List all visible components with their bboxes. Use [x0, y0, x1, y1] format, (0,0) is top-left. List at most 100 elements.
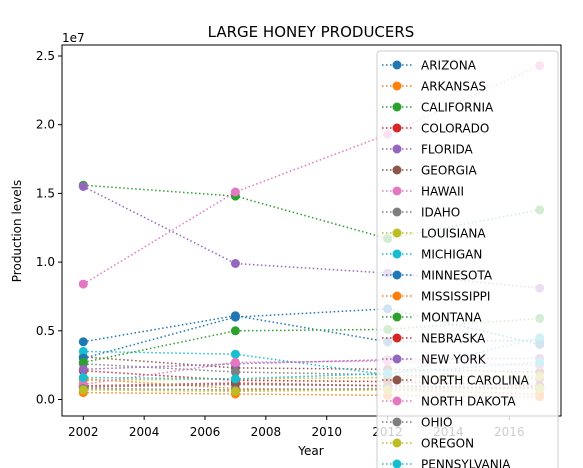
data-point: [230, 357, 240, 367]
y-tick-label: 1.5: [36, 186, 55, 200]
legend-entry: HAWAII: [382, 185, 464, 199]
y-axis-offset-label: 1e7: [62, 31, 85, 45]
legend: ARIZONA ARKANSAS CALIFORNIA COLORADO FLORIDA…: [376, 50, 559, 468]
legend-label: ARKANSAS: [421, 80, 486, 94]
data-point: [78, 279, 88, 289]
data-point: [78, 357, 88, 367]
legend-entry: PENNSYLVANIA: [382, 458, 511, 468]
plot-frame: [61, 44, 562, 417]
legend-entry: MICHIGAN: [382, 248, 482, 262]
legend-entry: GEORGIA: [382, 164, 478, 178]
series-line: [83, 336, 540, 376]
legend-marker: [392, 354, 402, 364]
legend-entry: COLORADO: [382, 122, 489, 136]
data-point: [230, 386, 240, 396]
data-point: [230, 187, 240, 197]
legend-label: MISSISSIPPI: [421, 290, 490, 304]
y-tick-label: 2.5: [36, 49, 55, 63]
y-tick-label: 2.0: [36, 118, 55, 132]
data-point: [78, 182, 88, 191]
legend-label: OHIO: [421, 416, 452, 430]
legend-entry: OHIO: [382, 416, 452, 430]
y-tick-label: 0.0: [36, 393, 55, 407]
legend-label: FLORIDA: [421, 143, 474, 157]
legend-marker: [392, 228, 402, 238]
x-tick-label: 2008: [251, 425, 282, 439]
x-tick-label: 2004: [129, 425, 160, 439]
series-line: [83, 360, 540, 386]
data-point: [230, 326, 240, 336]
series-line: [83, 184, 540, 240]
legend-marker: [392, 438, 402, 448]
x-axis-label: Year: [297, 444, 323, 458]
legend-label: NORTH CAROLINA: [421, 374, 530, 388]
legend-label: NORTH DAKOTA: [421, 395, 516, 409]
legend-label: MINNESOTA: [421, 269, 493, 283]
legend-marker: [392, 207, 402, 217]
legend-label: NEW YORK: [421, 353, 487, 367]
legend-marker: [392, 375, 402, 385]
data-point: [230, 259, 240, 268]
legend-label: HAWAII: [421, 185, 464, 199]
data-point: [230, 312, 240, 322]
legend-marker: [392, 102, 402, 112]
legend-marker: [392, 291, 402, 301]
legend-marker: [392, 417, 402, 427]
legend-marker: [392, 81, 402, 91]
x-tick-label: 2006: [190, 425, 221, 439]
legend-marker: [392, 459, 402, 468]
legend-marker: [392, 186, 402, 196]
legend-entry: IDAHO: [382, 206, 460, 220]
legend-marker: [392, 312, 402, 322]
x-tick-label: 2002: [68, 425, 99, 439]
x-tick-label: 2010: [311, 425, 342, 439]
legend-label: NEBRASKA: [421, 332, 486, 346]
legend-entry: NORTH CAROLINA: [382, 374, 530, 388]
data-point: [78, 337, 88, 347]
legend-entry: MINNESOTA: [382, 269, 493, 283]
legend-entry: ARKANSAS: [382, 80, 486, 94]
data-point: [78, 364, 88, 374]
chart-title: LARGE HONEY PRODUCERS: [208, 23, 415, 41]
y-axis: 0.0 0.5 1.0 1.5 2.0 2.5: [36, 49, 62, 407]
legend-entry: OREGON: [382, 437, 474, 451]
legend-label: ARIZONA: [421, 59, 477, 73]
legend-marker: [392, 396, 402, 406]
legend-entry: MISSISSIPPI: [382, 290, 490, 304]
legend-box: [376, 50, 559, 468]
data-point: [230, 374, 240, 384]
legend-marker: [392, 60, 402, 70]
legend-marker: [392, 144, 402, 154]
legend-entry: ARIZONA: [382, 59, 477, 73]
legend-entry: CALIFORNIA: [382, 101, 494, 115]
legend-label: COLORADO: [421, 122, 489, 136]
legend-entry: NORTH DAKOTA: [382, 395, 516, 409]
data-point: [78, 373, 88, 382]
data-point: [230, 349, 240, 359]
data-point: [78, 346, 88, 356]
legend-label: PENNSYLVANIA: [421, 458, 511, 468]
legend-label: IDAHO: [421, 206, 460, 220]
y-tick-label: 0.5: [36, 324, 55, 338]
legend-label: LOUISIANA: [421, 227, 486, 241]
data-point: [230, 367, 240, 377]
legend-label: OREGON: [421, 437, 474, 451]
legend-marker: [392, 270, 402, 280]
y-tick-label: 1.0: [36, 255, 55, 269]
data-point: [78, 385, 88, 395]
legend-marker: [392, 249, 402, 259]
series-line: [82, 185, 540, 289]
legend-entry: FLORIDA: [382, 143, 474, 157]
legend-entry: NEW YORK: [382, 353, 487, 367]
legend-label: GEORGIA: [421, 164, 478, 178]
legend-label: MONTANA: [421, 311, 482, 325]
y-axis-label: Production levels: [10, 180, 24, 282]
legend-label: MICHIGAN: [421, 248, 482, 262]
legend-label: CALIFORNIA: [421, 101, 494, 115]
legend-marker: [392, 333, 402, 343]
legend-entry: MONTANA: [382, 311, 482, 325]
legend-marker: [392, 123, 402, 133]
legend-entry: LOUISIANA: [382, 227, 486, 241]
legend-entry: NEBRASKA: [382, 332, 486, 346]
